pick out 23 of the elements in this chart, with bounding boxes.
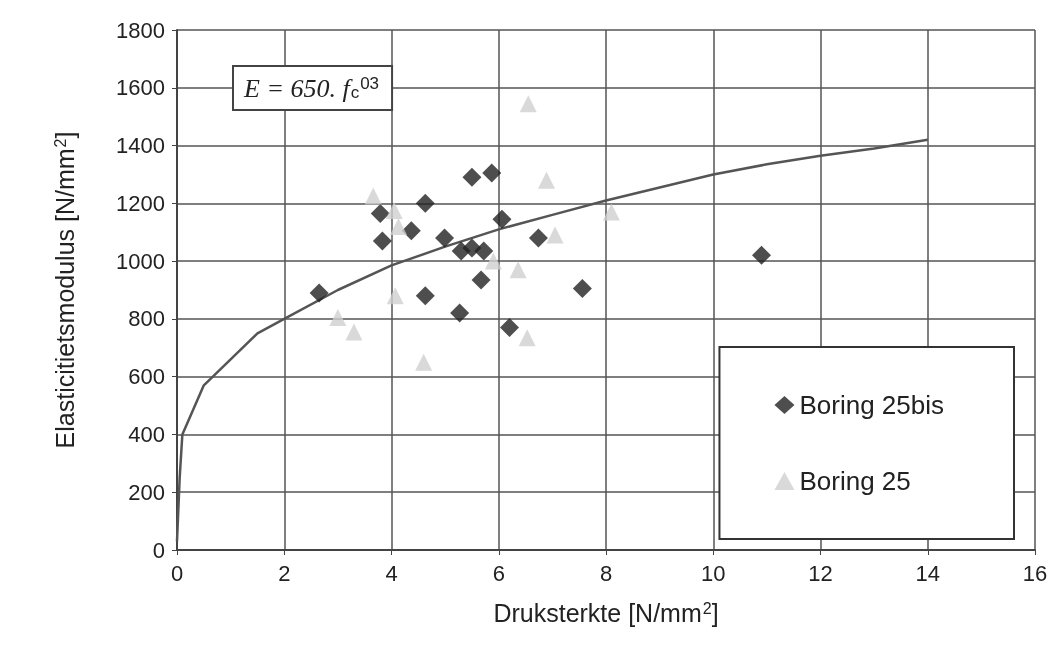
x-tick-label: 4: [385, 560, 398, 586]
y-tick-label: 1400: [116, 133, 165, 159]
x-tick-label: 14: [915, 560, 940, 586]
legend-label: Boring 25: [799, 466, 911, 496]
x-tick-label: 16: [1022, 560, 1048, 586]
x-tick-label: 2: [278, 560, 291, 586]
y-tick-label: 1000: [116, 248, 165, 274]
y-tick-label: 0: [152, 537, 165, 563]
y-tick-label: 600: [128, 364, 165, 390]
y-axis-title: Elasticitietsmodulus [N/mm2]: [50, 131, 79, 449]
x-tick-label: 0: [170, 560, 184, 586]
y-tick-label: 1600: [116, 75, 165, 101]
x-tick-label: 6: [492, 560, 505, 586]
y-tick-label: 400: [128, 421, 165, 447]
x-tick-label: 10: [701, 560, 726, 586]
x-tick-label: 8: [599, 560, 613, 586]
annotation: E = 650. fc03: [243, 73, 380, 103]
y-tick-label: 800: [128, 306, 165, 332]
legend-label: Boring 25bis: [799, 390, 945, 420]
x-tick-label: 12: [808, 560, 833, 586]
y-tick-label: 1200: [116, 190, 165, 216]
y-tick-label: 1800: [116, 17, 165, 43]
y-tick-label: 200: [128, 479, 165, 505]
